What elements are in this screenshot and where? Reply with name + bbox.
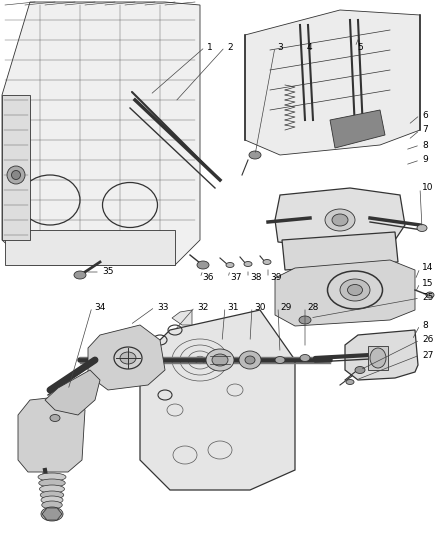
Polygon shape [330,110,385,148]
Text: 29: 29 [280,303,291,311]
Text: 28: 28 [307,303,318,311]
Text: 8: 8 [422,320,428,329]
Polygon shape [140,310,295,490]
Ellipse shape [275,357,285,364]
Polygon shape [18,395,85,472]
Ellipse shape [370,348,386,368]
Text: 26: 26 [422,335,433,344]
Text: 10: 10 [422,183,434,192]
Ellipse shape [11,171,21,180]
Ellipse shape [245,356,255,364]
Text: 33: 33 [157,303,169,311]
Polygon shape [172,310,192,325]
Text: 38: 38 [250,273,261,282]
Polygon shape [282,232,398,270]
Bar [2,95,30,240]
Ellipse shape [325,209,355,231]
Ellipse shape [226,262,234,268]
Text: 27: 27 [422,351,433,359]
Ellipse shape [40,491,64,499]
Polygon shape [245,10,420,155]
Ellipse shape [197,261,209,269]
Polygon shape [275,188,405,248]
Ellipse shape [426,292,434,298]
Polygon shape [5,230,175,265]
Text: 31: 31 [227,303,239,311]
Ellipse shape [206,349,234,371]
Text: 14: 14 [422,263,433,272]
Polygon shape [88,325,165,390]
Ellipse shape [39,485,64,493]
Ellipse shape [249,151,261,159]
Ellipse shape [120,352,136,364]
Ellipse shape [299,316,311,324]
Ellipse shape [300,354,310,361]
Polygon shape [42,508,62,520]
Polygon shape [345,330,418,380]
Ellipse shape [38,473,66,481]
Ellipse shape [347,285,363,295]
Text: 37: 37 [230,273,241,282]
Text: 7: 7 [422,125,428,134]
Polygon shape [275,260,415,326]
Ellipse shape [239,351,261,369]
Ellipse shape [332,214,348,226]
Text: 2: 2 [227,43,233,52]
Text: 8: 8 [422,141,428,149]
Ellipse shape [340,279,370,301]
Text: 6: 6 [422,110,428,119]
Polygon shape [45,370,100,415]
Ellipse shape [346,379,354,384]
Ellipse shape [263,260,271,264]
Ellipse shape [7,166,25,184]
Text: 9: 9 [422,156,428,165]
Text: 34: 34 [94,303,106,311]
Text: 39: 39 [270,273,282,282]
Ellipse shape [74,271,86,279]
Ellipse shape [50,415,60,422]
Text: 36: 36 [202,273,213,282]
Ellipse shape [42,501,62,509]
Text: 4: 4 [307,43,313,52]
Text: 35: 35 [102,268,113,277]
Ellipse shape [212,354,228,366]
Polygon shape [2,2,200,265]
Text: 3: 3 [277,43,283,52]
Ellipse shape [46,511,58,518]
Ellipse shape [41,496,63,504]
Text: 1: 1 [207,43,213,52]
Ellipse shape [244,262,252,266]
Bar [368,346,388,370]
Ellipse shape [417,224,427,231]
Text: 25: 25 [422,294,433,303]
Text: 32: 32 [197,303,208,311]
Text: 15: 15 [422,279,434,287]
Ellipse shape [41,507,63,521]
Text: 30: 30 [254,303,265,311]
Text: 5: 5 [357,43,363,52]
Ellipse shape [39,479,65,487]
Ellipse shape [355,367,365,374]
